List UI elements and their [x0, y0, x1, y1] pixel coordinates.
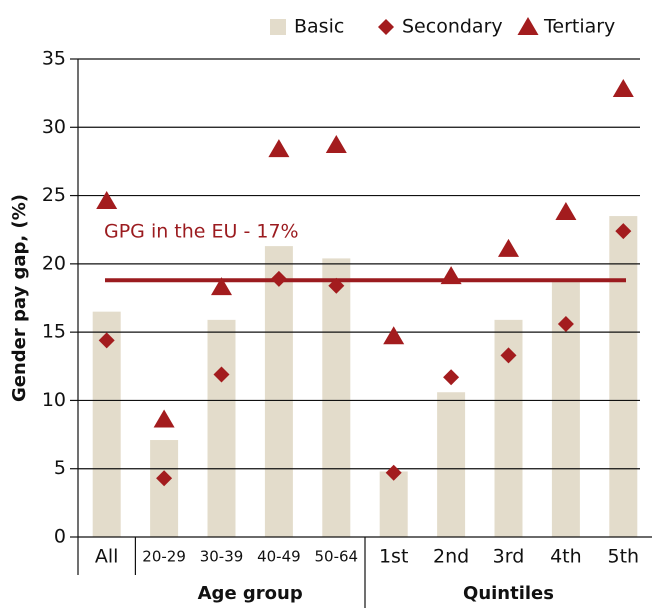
bar — [264, 246, 293, 538]
group-label: Quintiles — [463, 583, 554, 604]
triangle-marker — [96, 191, 118, 210]
legend-swatch — [270, 19, 286, 35]
triangle-marker — [440, 266, 462, 285]
diamond-marker — [500, 347, 517, 364]
triangle-marker — [498, 238, 519, 257]
reference-label: GPG in the EU - 17% — [104, 221, 299, 243]
bar — [322, 258, 351, 537]
y-tick-label: 0 — [54, 526, 66, 548]
triangle-marker — [268, 139, 290, 158]
triangle-marker — [555, 201, 577, 220]
diamond-marker — [98, 332, 115, 349]
x-tick-label: 30-39 — [200, 548, 244, 566]
x-tick-label: All — [95, 546, 119, 568]
diamond-marker — [156, 470, 173, 487]
bar — [437, 392, 466, 537]
triangle-marker — [153, 409, 175, 428]
bar — [609, 216, 638, 538]
x-tick-label: 5th — [608, 546, 640, 568]
y-tick-label: 20 — [42, 252, 66, 274]
x-tick-label: 1st — [379, 546, 408, 568]
bar — [379, 471, 408, 537]
triangle-marker — [325, 135, 347, 154]
group-label: Age group — [198, 583, 303, 604]
triangle-marker — [211, 277, 232, 296]
y-tick-label: 25 — [42, 184, 66, 206]
x-tick-label: 50-64 — [315, 548, 359, 566]
diamond-marker — [443, 369, 460, 386]
y-tick-label: 5 — [54, 457, 66, 479]
legend-label: Tertiary — [543, 16, 615, 38]
y-axis-label: Gender pay gap, (%) — [9, 194, 30, 402]
diamond-marker — [615, 223, 632, 240]
x-tick-label: 40-49 — [257, 548, 301, 566]
legend-swatch — [517, 17, 539, 35]
triangle-marker — [383, 326, 405, 345]
diamond-marker — [270, 270, 287, 287]
y-tick-label: 30 — [42, 116, 66, 138]
diamond-marker — [213, 366, 230, 383]
x-tick-label: 3rd — [493, 546, 525, 568]
diamond-marker — [385, 464, 402, 481]
legend-label: Secondary — [402, 16, 503, 38]
y-tick-label: 35 — [42, 48, 66, 70]
y-tick-label: 15 — [42, 321, 66, 343]
triangle-marker — [612, 79, 634, 98]
y-tick-label: 10 — [42, 389, 66, 411]
diamond-marker — [328, 277, 345, 294]
bar — [207, 319, 236, 537]
x-tick-label: 4th — [550, 546, 582, 568]
x-tick-label: 20-29 — [142, 548, 186, 566]
legend-label: Basic — [294, 16, 344, 38]
diamond-marker — [557, 315, 574, 332]
bar — [150, 440, 179, 537]
x-tick-label: 2nd — [433, 546, 469, 568]
legend-swatch — [378, 19, 394, 35]
bar — [92, 311, 121, 537]
